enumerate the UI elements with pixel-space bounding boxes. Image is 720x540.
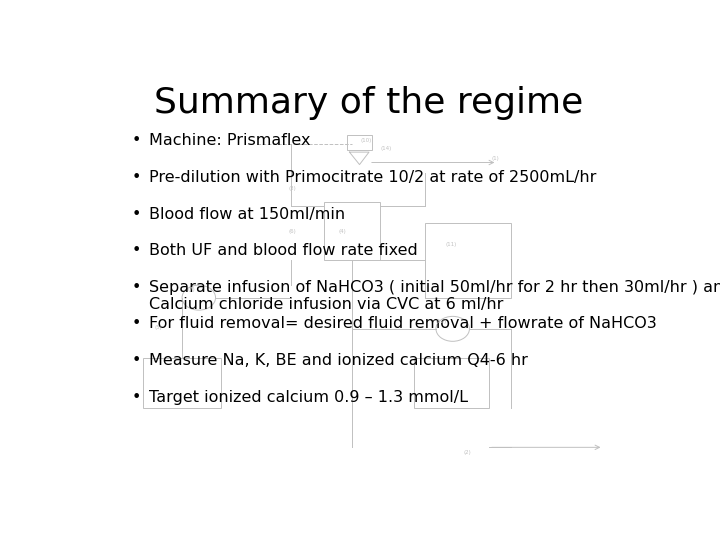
Text: (3): (3) — [288, 186, 296, 191]
Text: Pre-dilution with Primocitrate 10/2 at rate of 2500mL/hr: Pre-dilution with Primocitrate 10/2 at r… — [148, 170, 596, 185]
Text: (12): (12) — [436, 319, 447, 323]
Text: Machine: Prismaflex: Machine: Prismaflex — [148, 133, 310, 148]
Text: •: • — [132, 133, 141, 148]
Text: •: • — [132, 353, 141, 368]
Text: (6): (6) — [288, 229, 296, 234]
Text: (1): (1) — [492, 157, 500, 161]
Text: Separate infusion of NaHCO3 ( initial 50ml/hr for 2 hr then 30ml/hr ) and
Calciu: Separate infusion of NaHCO3 ( initial 50… — [148, 280, 720, 312]
Text: •: • — [132, 389, 141, 404]
Text: Summary of the regime: Summary of the regime — [154, 85, 584, 119]
Text: (5): (5) — [154, 325, 162, 330]
Text: •: • — [132, 207, 141, 221]
Text: (10): (10) — [361, 138, 372, 143]
Text: Blood flow at 150ml/min: Blood flow at 150ml/min — [148, 207, 345, 221]
Text: (2): (2) — [464, 450, 472, 455]
Text: •: • — [132, 316, 141, 332]
Text: (7): (7) — [188, 287, 195, 293]
Text: (11): (11) — [446, 242, 456, 247]
Text: (4): (4) — [338, 229, 346, 234]
Text: •: • — [132, 243, 141, 258]
Text: Target ionized calcium 0.9 – 1.3 mmol/L: Target ionized calcium 0.9 – 1.3 mmol/L — [148, 389, 467, 404]
Text: •: • — [132, 280, 141, 295]
Text: •: • — [132, 170, 141, 185]
Text: Measure Na, K, BE and ionized calcium Q4-6 hr: Measure Na, K, BE and ionized calcium Q4… — [148, 353, 528, 368]
Text: For fluid removal= desired fluid removal + flowrate of NaHCO3: For fluid removal= desired fluid removal… — [148, 316, 657, 332]
Text: Both UF and blood flow rate fixed: Both UF and blood flow rate fixed — [148, 243, 418, 258]
Text: (14): (14) — [380, 146, 392, 151]
